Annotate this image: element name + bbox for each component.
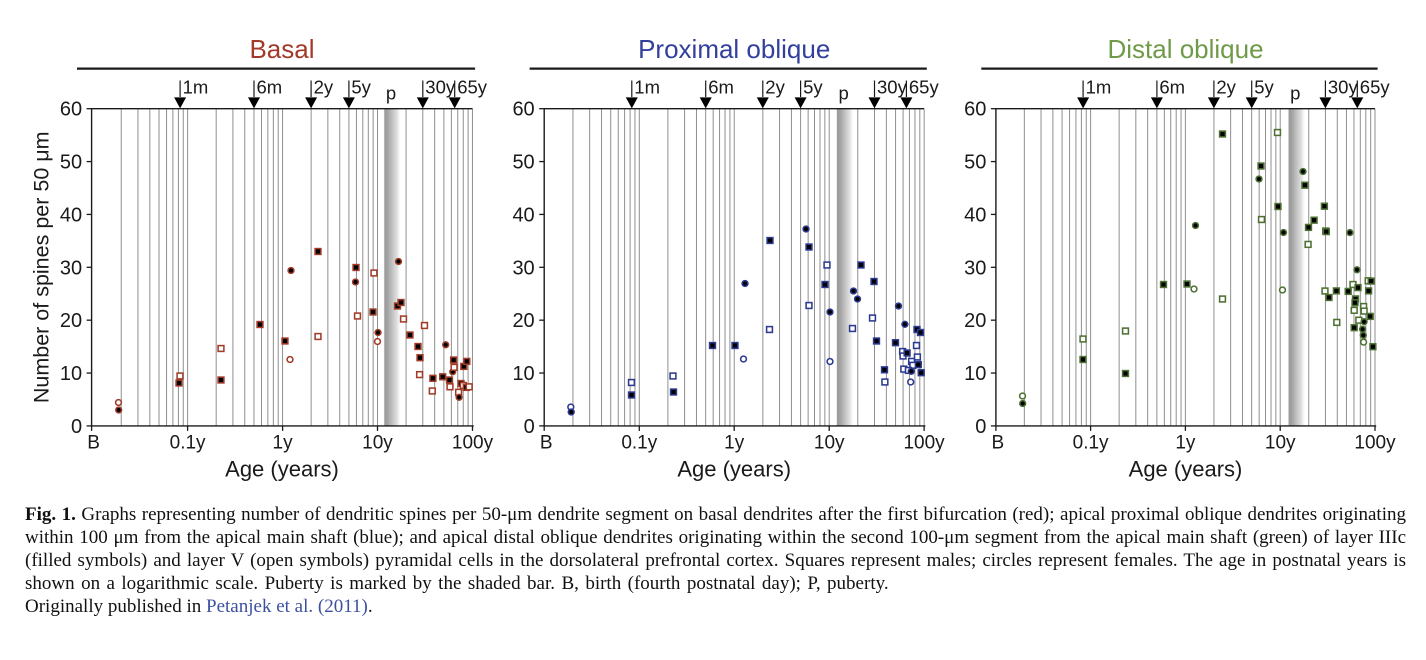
- svg-text:2y: 2y: [314, 77, 334, 98]
- svg-text:40: 40: [60, 204, 82, 226]
- svg-text:B: B: [992, 432, 1005, 453]
- svg-text:Age (years): Age (years): [225, 457, 339, 482]
- svg-text:30y: 30y: [1328, 77, 1359, 98]
- svg-text:0.1y: 0.1y: [1073, 432, 1109, 453]
- svg-text:0.1y: 0.1y: [621, 432, 657, 453]
- svg-text:1m: 1m: [1086, 77, 1112, 98]
- svg-text:30y: 30y: [425, 77, 456, 98]
- svg-text:2y: 2y: [765, 77, 785, 98]
- svg-text:100y: 100y: [903, 432, 945, 453]
- svg-text:1y: 1y: [724, 432, 745, 453]
- svg-text:5y: 5y: [351, 77, 371, 98]
- svg-text:5y: 5y: [803, 77, 823, 98]
- svg-text:40: 40: [964, 204, 986, 226]
- svg-text:0.1y: 0.1y: [170, 432, 206, 453]
- svg-text:B: B: [87, 432, 100, 453]
- svg-text:Age (years): Age (years): [1129, 457, 1243, 482]
- svg-text:B: B: [540, 432, 553, 453]
- svg-text:10y: 10y: [1265, 432, 1296, 453]
- svg-text:0: 0: [975, 416, 986, 438]
- svg-text:1m: 1m: [634, 77, 660, 98]
- svg-text:10y: 10y: [814, 432, 845, 453]
- svg-text:60: 60: [964, 99, 986, 121]
- svg-text:6m: 6m: [708, 77, 734, 98]
- svg-text:0: 0: [71, 416, 82, 438]
- svg-text:p: p: [1290, 83, 1300, 104]
- svg-text:20: 20: [60, 310, 82, 332]
- svg-text:50: 50: [964, 152, 986, 174]
- svg-text:Distal oblique: Distal oblique: [1107, 34, 1263, 64]
- svg-text:50: 50: [60, 152, 82, 174]
- svg-text:5y: 5y: [1254, 77, 1274, 98]
- svg-text:1m: 1m: [183, 77, 209, 98]
- svg-text:65y: 65y: [1360, 77, 1391, 98]
- svg-text:Proximal oblique: Proximal oblique: [638, 34, 830, 64]
- svg-text:1y: 1y: [273, 432, 294, 453]
- svg-text:20: 20: [512, 310, 534, 332]
- svg-text:Age (years): Age (years): [677, 457, 791, 482]
- svg-text:50: 50: [512, 152, 534, 174]
- svg-text:100y: 100y: [452, 432, 494, 453]
- svg-text:10: 10: [964, 363, 986, 385]
- svg-text:2y: 2y: [1216, 77, 1236, 98]
- svg-text:30y: 30y: [877, 77, 908, 98]
- svg-text:30: 30: [60, 257, 82, 279]
- svg-text:0: 0: [524, 416, 535, 438]
- svg-text:60: 60: [60, 99, 82, 121]
- svg-text:10y: 10y: [362, 432, 393, 453]
- svg-text:10: 10: [60, 363, 82, 385]
- svg-text:20: 20: [964, 310, 986, 332]
- svg-text:30: 30: [964, 257, 986, 279]
- svg-text:Basal: Basal: [249, 34, 314, 64]
- svg-text:60: 60: [512, 99, 534, 121]
- svg-text:1y: 1y: [1175, 432, 1196, 453]
- svg-text:10: 10: [512, 363, 534, 385]
- svg-text:Number of spines per 50 μm: Number of spines per 50 μm: [30, 131, 54, 403]
- svg-text:p: p: [386, 83, 396, 104]
- svg-text:6m: 6m: [1159, 77, 1185, 98]
- svg-text:6m: 6m: [257, 77, 283, 98]
- svg-text:p: p: [838, 83, 848, 104]
- svg-text:65y: 65y: [909, 77, 940, 98]
- svg-text:30: 30: [512, 257, 534, 279]
- svg-text:100y: 100y: [1354, 432, 1396, 453]
- svg-text:40: 40: [512, 204, 534, 226]
- svg-text:65y: 65y: [457, 77, 488, 98]
